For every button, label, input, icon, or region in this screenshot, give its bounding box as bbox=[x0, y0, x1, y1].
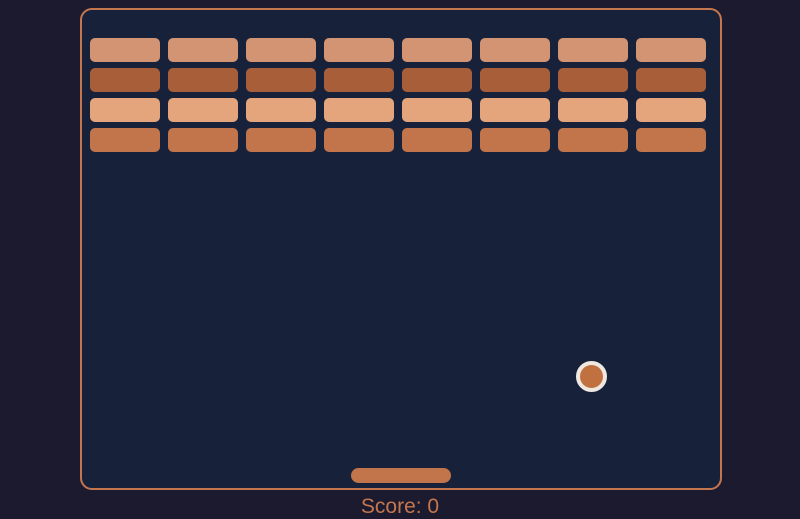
brick bbox=[480, 98, 550, 122]
brick bbox=[324, 38, 394, 62]
brick bbox=[168, 68, 238, 92]
brick bbox=[558, 68, 628, 92]
brick bbox=[480, 38, 550, 62]
brick bbox=[246, 68, 316, 92]
paddle[interactable] bbox=[351, 468, 451, 483]
brick bbox=[558, 38, 628, 62]
brick bbox=[636, 68, 706, 92]
brick bbox=[402, 68, 472, 92]
brick bbox=[90, 98, 160, 122]
brick bbox=[558, 98, 628, 122]
brick bbox=[636, 38, 706, 62]
ball bbox=[576, 361, 607, 392]
score-label: Score: 0 bbox=[360, 495, 440, 518]
brick bbox=[636, 98, 706, 122]
brick-grid bbox=[90, 38, 706, 152]
brick bbox=[90, 38, 160, 62]
brick bbox=[90, 68, 160, 92]
brick bbox=[246, 128, 316, 152]
brick bbox=[324, 128, 394, 152]
brick bbox=[324, 98, 394, 122]
game-canvas[interactable] bbox=[80, 8, 722, 490]
brick bbox=[246, 38, 316, 62]
brick bbox=[90, 128, 160, 152]
brick bbox=[168, 128, 238, 152]
brick bbox=[246, 98, 316, 122]
brick bbox=[558, 128, 628, 152]
brick bbox=[480, 68, 550, 92]
brick bbox=[168, 98, 238, 122]
brick bbox=[324, 68, 394, 92]
brick bbox=[402, 98, 472, 122]
brick bbox=[402, 38, 472, 62]
brick bbox=[168, 38, 238, 62]
brick bbox=[636, 128, 706, 152]
brick bbox=[480, 128, 550, 152]
brick bbox=[402, 128, 472, 152]
